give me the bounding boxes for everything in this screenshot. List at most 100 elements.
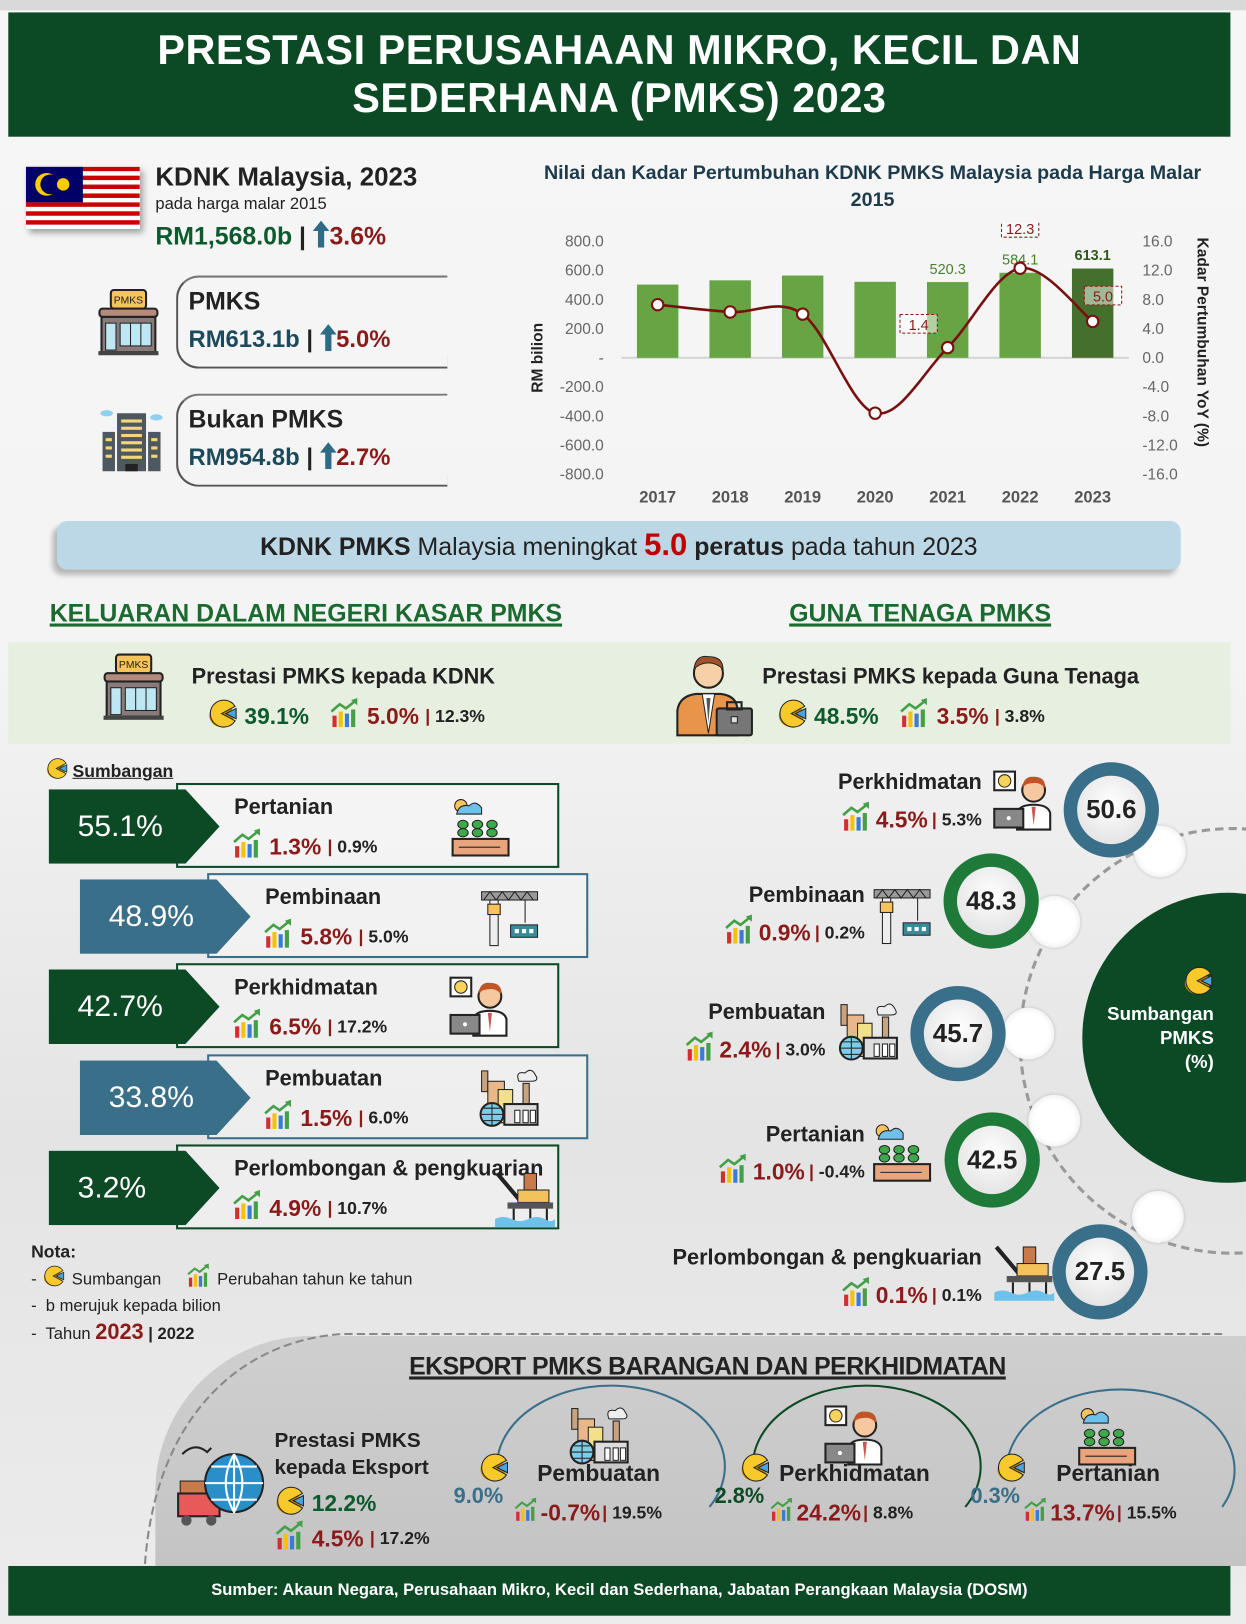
employment-sector-ring: 45.7	[910, 985, 1006, 1082]
employment-sector: Perkhidmatan 4.5% | 5.3%	[838, 771, 982, 839]
sector-growth-row: 1.5% | 6.0%	[263, 1099, 408, 1137]
employment-sector-share: 48.3	[956, 866, 1026, 936]
gdp-chart: 800.0 600.0 400.0 200.0 - -200.0 -400.0 -600.0 -…	[530, 222, 1210, 506]
share-pie-icon	[274, 1485, 305, 1522]
sector-prev: | 3.0%	[775, 1039, 826, 1060]
office-building-icon	[98, 407, 164, 478]
growth-chart-icon	[899, 698, 930, 735]
sector-prev: | 0.1%	[931, 1285, 982, 1305]
sector-prev: | 5.3%	[931, 809, 982, 830]
x-tick-label: 2020	[857, 487, 894, 506]
gdp-performance-values: 39.1% 5.0% | 12.3%	[207, 698, 485, 735]
sector-name: Perkhidmatan	[234, 975, 378, 1000]
employment-sector-share: 45.7	[923, 999, 993, 1068]
note-legend: - Sumbangan Perubahan tahun ke tahun	[31, 1263, 412, 1296]
gdp-performance-title: Prestasi PMKS kepada KDNK	[191, 664, 495, 689]
bukan-pmks-summary-card: Bukan PMKS RM954.8b | 2.7%	[176, 393, 448, 487]
growth-label-box	[1001, 222, 1040, 238]
growth-chart-icon	[263, 1099, 294, 1137]
bukan-pmks-value: RM954.8b	[188, 443, 300, 471]
sector-name: Pembuatan	[265, 1066, 383, 1091]
sector-name: Perlombongan & pengkuarian	[672, 1245, 982, 1270]
y2-tick-label: 4.0	[1142, 321, 1164, 338]
bar	[854, 281, 896, 358]
export-growth-row: 4.5% | 17.2%	[274, 1520, 430, 1557]
sector-growth-row: 2.4% | 3.0%	[684, 1031, 826, 1069]
sector-growth-row: 5.8% | 5.0%	[263, 918, 408, 956]
kdnk-value-line: RM1,568.0b | 3.6%	[155, 220, 386, 255]
y-tick-label: 800.0	[565, 233, 604, 250]
employment-sector: Pembuatan 2.4% | 3.0%	[684, 1000, 825, 1068]
employment-sector-share: 27.5	[1065, 1237, 1135, 1307]
agriculture-icon	[1077, 1404, 1137, 1471]
share-pie-icon	[43, 1265, 66, 1295]
banner-year-text: pada tahun 2023	[784, 533, 978, 562]
x-tick-label: 2019	[784, 487, 821, 506]
growth-chart-icon	[232, 1008, 263, 1046]
sector-growth: 4.9%	[269, 1195, 322, 1222]
kdnk-value: RM1,568.0b	[155, 222, 293, 251]
title-line-1: PRESTASI PERUSAHAAN MIKRO, KECIL DAN	[157, 27, 1082, 74]
employment-sector-ring: 48.3	[943, 853, 1039, 949]
sector-growth: 6.5%	[269, 1013, 322, 1040]
gdp-sector-card: Pembuatan 1.5% | 6.0%	[207, 1054, 589, 1140]
growth-value-label: 1.4	[909, 318, 929, 334]
services-agent-icon	[823, 1404, 885, 1471]
y2-tick-label: 8.0	[1142, 292, 1164, 309]
pmks-growth: 5.0%	[336, 325, 391, 353]
y-tick-label: -600.0	[560, 437, 604, 454]
y-tick-label: -	[599, 350, 604, 367]
growth-chart-icon	[841, 1277, 872, 1314]
employee-icon	[671, 650, 754, 742]
growth-point	[940, 340, 955, 355]
factory-icon	[477, 1067, 539, 1134]
growth-point	[1013, 261, 1027, 275]
up-arrow-icon	[319, 442, 337, 475]
banner-value: 5.0	[644, 528, 688, 563]
employment-sector: Perlombongan & pengkuarian 0.1% | 0.1%	[672, 1246, 981, 1314]
growth-label-box	[1083, 285, 1123, 306]
x-tick-label: 2021	[929, 487, 966, 506]
x-tick-label: 2022	[1002, 487, 1039, 506]
export-sector-prev: | 8.8%	[863, 1502, 914, 1523]
sector-prev: | 0.2%	[814, 922, 865, 943]
y-tick-label: 600.0	[565, 263, 604, 280]
gdp-sector-share: 48.9%	[79, 879, 251, 954]
employment-performance-title: Prestasi PMKS kepada Guna Tenaga	[762, 664, 1140, 689]
growth-chart-icon	[684, 1031, 715, 1069]
separator: |	[306, 325, 313, 353]
growth-chart-icon	[724, 914, 755, 952]
growth-value-label: 5.0	[1093, 290, 1113, 306]
employment-sector-ring: 42.5	[944, 1112, 1040, 1208]
sumbangan-label: Sumbangan	[72, 760, 174, 781]
export-growth: 4.5%	[311, 1525, 364, 1552]
sector-growth: 4.5%	[875, 806, 928, 833]
gdp-sector-share: 33.8%	[79, 1060, 251, 1136]
export-sector-growth-row: -0.7% | 19.5%	[514, 1497, 662, 1529]
sector-name: Perkhidmatan	[837, 770, 982, 795]
growth-chart-icon	[330, 698, 361, 735]
employment-section-heading: GUNA TENAGA PMKS	[789, 599, 1052, 628]
pmks-shop-icon: PMKS	[101, 652, 165, 726]
sector-growth: 0.9%	[758, 919, 811, 946]
gdp-share: 39.1%	[244, 703, 310, 730]
y-tick-label: -200.0	[560, 379, 604, 396]
page-title: PRESTASI PERUSAHAAN MIKRO, KECIL DAN SED…	[8, 12, 1231, 137]
arc-node	[1002, 1007, 1055, 1060]
export-sector-growth-row: 24.2% | 8.8%	[770, 1497, 914, 1529]
export-sector-prev: | 15.5%	[1116, 1502, 1177, 1523]
y2-tick-label: 0.0	[1142, 350, 1164, 367]
separator: |	[299, 222, 307, 251]
export-sector-name: Pertanian	[1056, 1460, 1161, 1487]
note-year: - Tahun 2023 | 2022	[31, 1320, 195, 1345]
employment-center-label: Sumbangan PMKS (%)	[1107, 1003, 1214, 1072]
y-tick-label: 200.0	[565, 321, 604, 338]
y2-tick-label: -4.0	[1142, 379, 1169, 396]
export-sector-share: 9.0%	[453, 1484, 504, 1508]
agriculture-icon	[872, 1121, 932, 1188]
kdnk-subtitle: pada harga malar 2015	[155, 195, 327, 214]
export-sector-growth-row: 13.7% | 15.5%	[1023, 1497, 1177, 1529]
export-performance-title: Prestasi PMKS kepada Eksport	[274, 1429, 429, 1479]
bar	[999, 272, 1041, 358]
employment-sector-ring: 50.6	[1063, 762, 1159, 858]
